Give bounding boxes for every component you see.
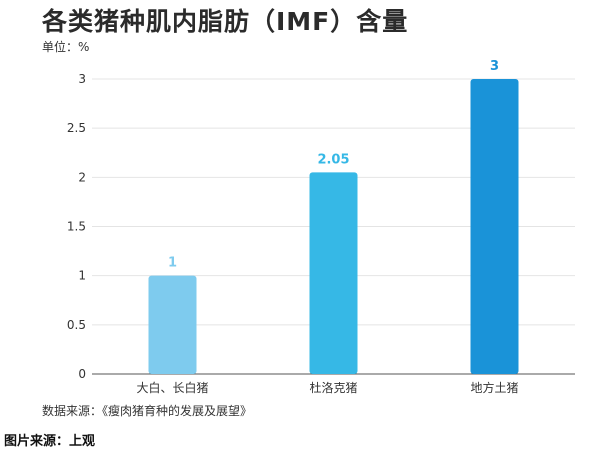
unit-label: 单位：% xyxy=(42,40,90,54)
image-credit: 图片来源：上观 xyxy=(4,434,96,449)
bar-3 xyxy=(470,79,519,374)
data-labels: 1 2.05 3 xyxy=(168,59,499,271)
bar-2 xyxy=(309,172,358,374)
y-tick-label: 0.5 xyxy=(67,318,86,332)
data-source: 数据来源：《瘦肉猪育种的发展及展望》 xyxy=(42,404,253,418)
bar-1 xyxy=(148,275,197,374)
bars xyxy=(148,79,519,374)
y-tick-label: 2.5 xyxy=(67,121,86,135)
y-tick-label: 3 xyxy=(78,72,86,86)
data-label-2: 2.05 xyxy=(317,152,349,167)
y-axis-ticks: 0 0.5 1 1.5 2 2.5 3 xyxy=(67,72,86,381)
y-tick-label: 1.5 xyxy=(67,220,86,234)
x-tick-label-2: 杜洛克猪 xyxy=(309,380,357,395)
y-tick-label: 2 xyxy=(78,170,86,184)
x-tick-label-1: 大白、长白猪 xyxy=(136,380,208,395)
data-label-3: 3 xyxy=(490,59,499,74)
x-tick-label-3: 地方土猪 xyxy=(470,380,518,395)
x-axis-ticks: 大白、长白猪 杜洛克猪 地方土猪 xyxy=(136,380,518,395)
data-label-1: 1 xyxy=(168,256,177,271)
y-tick-label: 0 xyxy=(78,367,86,381)
y-tick-label: 1 xyxy=(78,269,86,283)
chart-title: 各类猪种肌内脂肪（IMF）含量 xyxy=(42,7,409,36)
